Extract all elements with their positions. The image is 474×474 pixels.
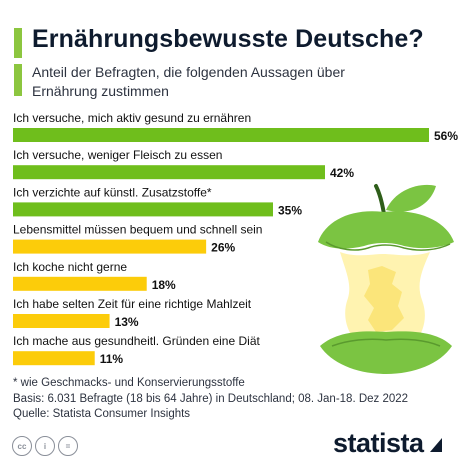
value-label: 11% (100, 352, 124, 366)
bar-label: Lebensmittel müssen bequem und schnell s… (13, 223, 262, 237)
bar (13, 239, 207, 254)
subtitle-accent-bar (14, 64, 22, 96)
value-label: 18% (152, 278, 176, 292)
bar (13, 314, 110, 328)
value-label: 56% (434, 129, 458, 143)
title-accent-bar (14, 28, 22, 58)
logo-text: statista (333, 428, 424, 458)
bar-label: Ich versuche, weniger Fleisch zu essen (13, 148, 222, 162)
bar (13, 165, 325, 180)
bar (13, 351, 95, 366)
footnote-source: Quelle: Statista Consumer Insights (13, 408, 191, 420)
bar-label: Ich mache aus gesundheitl. Gründen eine … (13, 334, 260, 348)
attribution-icon[interactable]: i (35, 436, 55, 456)
footnote-basis: Basis: 6.031 Befragte (18 bis 64 Jahre) … (13, 392, 409, 405)
bar (13, 128, 429, 142)
footnote-note: * wie Geschmacks- und Konservierungsstof… (13, 377, 245, 389)
statista-logo[interactable]: statista (333, 428, 444, 459)
value-label: 42% (330, 166, 354, 180)
bar-label: Ich verzichte auf künstl. Zusatzstoffe* (13, 185, 212, 199)
apple-core-illustration (318, 184, 454, 374)
equals-icon[interactable]: = (58, 436, 78, 456)
bar-label: Ich habe selten Zeit für eine richtige M… (13, 297, 252, 311)
bar (13, 202, 273, 217)
footnotes: * wie Geschmacks- und Konservierungsstof… (13, 376, 408, 423)
page-title: Ernährungsbewusste Deutsche? (32, 25, 424, 53)
page-subtitle: Anteil der Befragten, die folgenden Auss… (32, 64, 345, 99)
value-label: 26% (211, 241, 235, 255)
cc-icon[interactable]: cc (12, 436, 32, 456)
bar (13, 276, 147, 291)
value-label: 35% (278, 203, 302, 217)
value-label: 13% (115, 315, 139, 329)
bar-label: Ich versuche, mich aktiv gesund zu ernäh… (13, 111, 251, 125)
bar-label: Ich koche nicht gerne (13, 260, 127, 274)
license-icons: cc i = (12, 436, 78, 456)
logo-mark-icon (429, 437, 442, 452)
